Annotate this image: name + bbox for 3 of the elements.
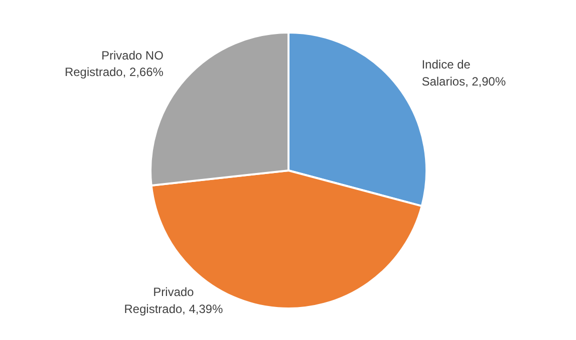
- slice-label: Indice de Salarios, 2,90%: [422, 58, 506, 88]
- slice-label: Privado NO Registrado, 2,66%: [64, 48, 164, 80]
- slice-label: Privado Registrado, 4,39%: [124, 285, 224, 316]
